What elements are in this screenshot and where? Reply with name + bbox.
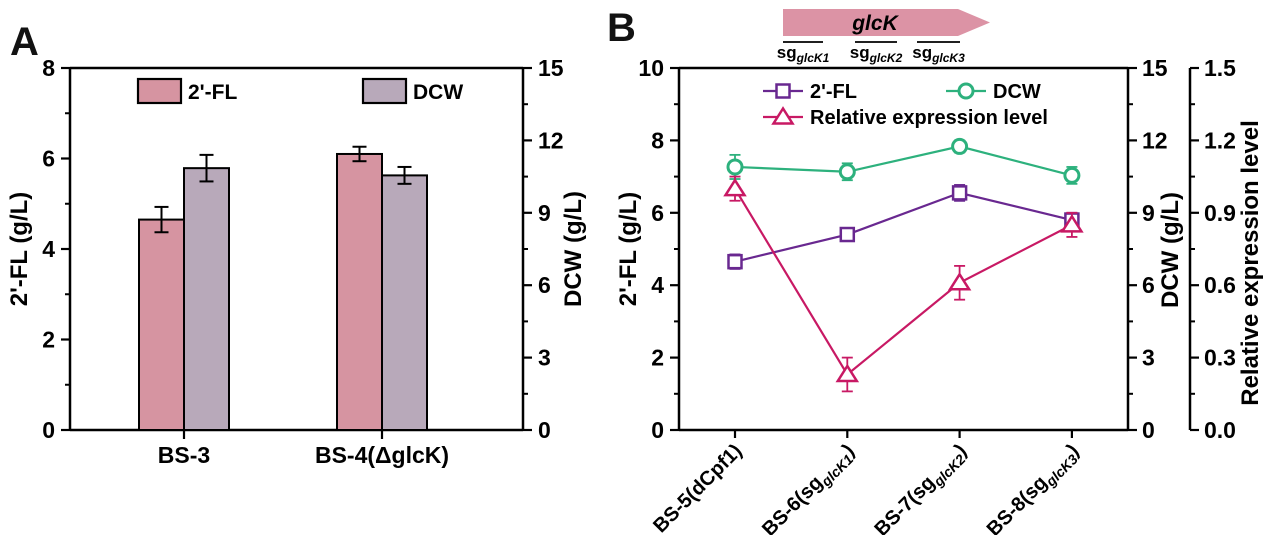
gene-arrow-label: glcK	[851, 12, 899, 35]
left-tick-label: 8	[42, 55, 55, 81]
panel-b-label: B	[607, 6, 636, 50]
right-tick-label: 0	[1142, 417, 1155, 443]
far-right-tick-label: 0.0	[1204, 417, 1236, 443]
right-tick-label: 12	[538, 127, 564, 153]
far-right-axis-title: Relative expression level	[1237, 120, 1264, 406]
marker-square	[839, 226, 856, 243]
marker-circle	[838, 163, 856, 181]
right-axis-title: DCW (g/L)	[560, 191, 587, 307]
right-tick-label: 15	[538, 55, 564, 81]
left-tick-label: 4	[651, 272, 664, 298]
legend-label: DCW	[993, 81, 1041, 103]
bar-2fl	[138, 218, 185, 431]
sg-label: sgglcK3	[912, 43, 965, 65]
marker-square	[727, 253, 743, 270]
x-category-label: BS-7(sgglcK2)	[870, 440, 973, 535]
legend-swatch	[361, 77, 408, 105]
legend-swatch	[136, 77, 183, 105]
marker-square	[951, 185, 968, 201]
legend-marker	[957, 82, 975, 100]
marker-circle	[726, 158, 744, 176]
sg-label: sgglcK2	[850, 43, 903, 65]
series-line	[734, 188, 1073, 377]
left-tick-label: 6	[651, 200, 664, 226]
left-tick-label: 10	[638, 55, 664, 81]
right-tick-label: 12	[1142, 127, 1168, 153]
bar-2fl	[336, 152, 383, 431]
right-tick-label: 15	[1142, 55, 1168, 81]
left-axis-title: 2'-FL (g/L)	[615, 192, 642, 307]
marker-circle	[1063, 166, 1081, 184]
far-right-tick-label: 0.9	[1204, 200, 1236, 226]
right-tick-label: 9	[1142, 200, 1155, 226]
panel-b-chart: 0 2 4 6 8 10 0 3 6 9 12 15 0.0 0.3 0.6 0.9 1.2 1.5 BS-5(dC…	[615, 9, 1264, 535]
legend-marker	[771, 106, 795, 125]
sg-label: sgglcK1	[777, 43, 830, 65]
x-category-label: BS-6(sgglcK1)	[758, 440, 861, 535]
marker-triangle	[947, 271, 972, 291]
left-tick-label: 0	[651, 417, 664, 443]
legend-label: 2'-FL	[810, 81, 857, 103]
series-square	[727, 184, 1080, 270]
gene-arrow	[783, 9, 990, 36]
x-category-label: BS-8(sgglcK3)	[983, 440, 1086, 535]
right-tick-label: 6	[538, 272, 551, 298]
bar-dcw	[381, 174, 428, 431]
left-tick-label: 2	[651, 345, 664, 371]
left-tick-label: 6	[42, 146, 55, 172]
marker-triangle	[723, 177, 747, 197]
series-triangle	[723, 175, 1084, 393]
right-tick-label: 3	[1142, 345, 1155, 371]
far-right-tick-label: 1.5	[1204, 55, 1236, 81]
panel-a-chart: 0 2 4 6 8 0 3 6 9 12 15 BS-3 BS-4(ΔglcK) 2'-FL DCW 2'-F…	[6, 55, 587, 468]
right-tick-label: 6	[1142, 272, 1155, 298]
left-tick-label: 8	[651, 127, 664, 153]
legend-label: DCW	[413, 81, 463, 104]
right-tick-label: 3	[538, 345, 551, 371]
series-line	[734, 191, 1073, 263]
gene-arrow-annotation: glcK sgglcK1 sgglcK2 sgglcK3	[777, 9, 990, 65]
legend-label: 2'-FL	[188, 81, 237, 104]
left-tick-label: 2	[42, 327, 55, 353]
x-category-label: BS-4(ΔglcK)	[315, 442, 449, 468]
marker-triangle	[1060, 214, 1084, 233]
legend-label: Relative expression level	[810, 107, 1048, 129]
bar-dcw	[183, 167, 230, 432]
left-tick-label: 0	[42, 417, 55, 443]
far-right-tick-label: 0.3	[1204, 345, 1236, 371]
far-right-tick-label: 1.2	[1204, 127, 1236, 153]
left-tick-label: 4	[42, 236, 55, 262]
x-category-label: BS-5(dCpf1)	[649, 440, 746, 535]
series-circle	[726, 137, 1081, 185]
marker-circle	[951, 137, 969, 155]
far-right-tick-label: 0.6	[1204, 272, 1236, 298]
right-axis-title: DCW (g/L)	[1157, 192, 1184, 308]
right-tick-label: 0	[538, 417, 551, 443]
series-line	[734, 145, 1073, 177]
panel-a-label: A	[10, 20, 39, 64]
x-category-label: BS-3	[158, 442, 210, 468]
legend-marker	[775, 83, 791, 99]
left-axis-title: 2'-FL (g/L)	[6, 192, 33, 307]
marker-triangle	[835, 363, 860, 383]
right-tick-label: 9	[538, 200, 551, 226]
